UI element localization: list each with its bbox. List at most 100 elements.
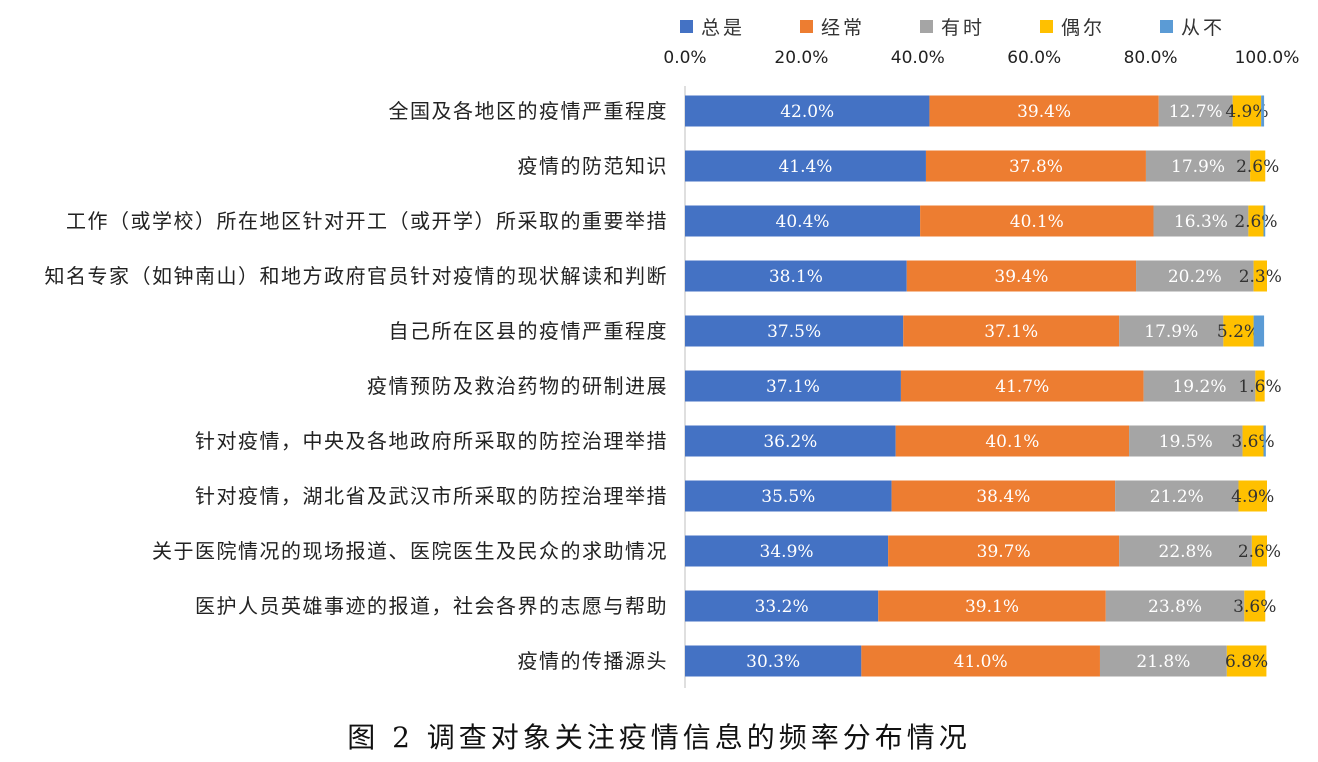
category-label: 针对疫情，中央及各地政府所采取的防控治理举措 (195, 429, 668, 453)
data-label: 36.2% (763, 432, 817, 452)
bar-segment (895, 425, 1130, 457)
bar-segment (1153, 205, 1249, 237)
legend-label: 从不 (1181, 16, 1226, 39)
chart-legend: 总是 经常 有时 偶尔 从不 (0, 12, 1318, 40)
category-label: 疫情的防范知识 (518, 154, 669, 178)
category-label: 自己所在区县的疫情严重程度 (389, 319, 669, 343)
x-tick-label: 40.0% (891, 48, 945, 68)
bar-segment (900, 370, 1144, 402)
bar-segment (1119, 535, 1252, 567)
bar-segment (906, 260, 1137, 292)
category-label: 知名专家（如钟南山）和地方政府官员针对疫情的现状解读和判断 (45, 264, 669, 288)
data-label: 39.1% (965, 597, 1019, 617)
data-label: 2.6% (1238, 542, 1281, 562)
data-label: 40.1% (985, 432, 1039, 452)
legend-swatch (920, 19, 933, 33)
bar-segment (685, 205, 921, 237)
data-label: 34.9% (760, 542, 814, 562)
bar-segment (685, 150, 926, 182)
bar-segment (1226, 645, 1267, 677)
bar-segment (1255, 370, 1265, 402)
legend-item: 总是 (680, 12, 745, 40)
legend-item: 经常 (800, 12, 865, 40)
bar-segment (685, 95, 930, 127)
category-label: 医护人员英雄事迹的报道，社会各界的志愿与帮助 (195, 594, 668, 618)
data-label: 41.4% (778, 157, 832, 177)
data-label: 4.9% (1231, 487, 1274, 507)
x-tick-label: 80.0% (1124, 48, 1178, 68)
data-label: 19.2% (1172, 377, 1226, 397)
data-label: 6.8% (1225, 652, 1268, 672)
data-label: 2.6% (1234, 212, 1277, 232)
legend-swatch (1040, 19, 1053, 33)
x-tick-label: 0.0% (663, 48, 706, 68)
bar-segment (903, 315, 1120, 347)
data-label: 42.0% (780, 102, 834, 122)
data-label: 17.9% (1171, 157, 1225, 177)
bar-segment (888, 535, 1120, 567)
data-label: 22.8% (1159, 542, 1213, 562)
data-label: 12.7% (1169, 102, 1223, 122)
data-label: 3.6% (1231, 432, 1274, 452)
bar-segment (1136, 260, 1254, 292)
x-tick-label: 100.0% (1235, 48, 1300, 68)
data-label: 40.1% (1010, 212, 1064, 232)
bar-segment (1129, 425, 1243, 457)
category-label: 疫情的传播源头 (518, 649, 669, 673)
bar-segment (1253, 315, 1265, 347)
data-label: 21.2% (1150, 487, 1204, 507)
data-label: 39.4% (1017, 102, 1071, 122)
bar-segment (685, 535, 889, 567)
legend-swatch (1160, 19, 1173, 33)
bar-segment (861, 645, 1100, 677)
category-label: 工作（或学校）所在地区针对开工（或开学）所采取的重要举措 (66, 209, 668, 233)
data-label: 37.5% (767, 322, 821, 342)
data-label: 4.9% (1225, 102, 1268, 122)
bar-segment (1263, 205, 1266, 237)
category-label: 疫情预防及救治药物的研制进展 (367, 374, 668, 398)
data-label: 5.2% (1217, 322, 1260, 342)
data-label: 20.2% (1168, 267, 1222, 287)
x-tick-label: 20.0% (774, 48, 828, 68)
bar-segment (1105, 590, 1245, 622)
data-label: 41.0% (954, 652, 1008, 672)
data-label: 39.4% (994, 267, 1048, 287)
bar-segment (925, 150, 1146, 182)
bar-segment (685, 590, 879, 622)
data-label: 38.1% (769, 267, 823, 287)
category-label: 关于医院情况的现场报道、医院医生及民众的求助情况 (152, 539, 668, 563)
data-label: 40.4% (776, 212, 830, 232)
data-label: 38.4% (976, 487, 1030, 507)
legend-item: 有时 (920, 12, 985, 40)
bar-segment (1251, 535, 1267, 567)
bar-segment (1263, 425, 1266, 457)
legend-item: 从不 (1160, 12, 1225, 40)
data-label: 17.9% (1144, 322, 1198, 342)
category-label: 针对疫情，湖北省及武汉市所采取的防控治理举措 (195, 484, 668, 508)
bar-segment (1145, 150, 1251, 182)
legend-item: 偶尔 (1040, 12, 1105, 40)
bar-segment (1238, 480, 1267, 512)
bar-segment (685, 645, 862, 677)
data-label: 37.1% (984, 322, 1038, 342)
legend-label: 总是 (701, 16, 746, 39)
bar-segment (685, 480, 892, 512)
data-label: 2.3% (1239, 267, 1282, 287)
data-label: 35.5% (761, 487, 815, 507)
data-label: 23.8% (1148, 597, 1202, 617)
bar-segment (1119, 315, 1224, 347)
data-label: 16.3% (1174, 212, 1228, 232)
legend-label: 有时 (941, 16, 986, 39)
bar-segment (1158, 95, 1233, 127)
legend-swatch (800, 19, 813, 33)
bar-segment (929, 95, 1159, 127)
data-label: 39.7% (977, 542, 1031, 562)
bar-segment (1232, 95, 1262, 127)
bar-segment (1244, 590, 1266, 622)
figure-caption: 图 2 调查对象关注疫情信息的频率分布情况 (347, 721, 971, 754)
bar-segment (891, 480, 1116, 512)
bar-segment (1099, 645, 1227, 677)
bar-segment (1242, 425, 1264, 457)
bar-segment (1261, 95, 1265, 127)
